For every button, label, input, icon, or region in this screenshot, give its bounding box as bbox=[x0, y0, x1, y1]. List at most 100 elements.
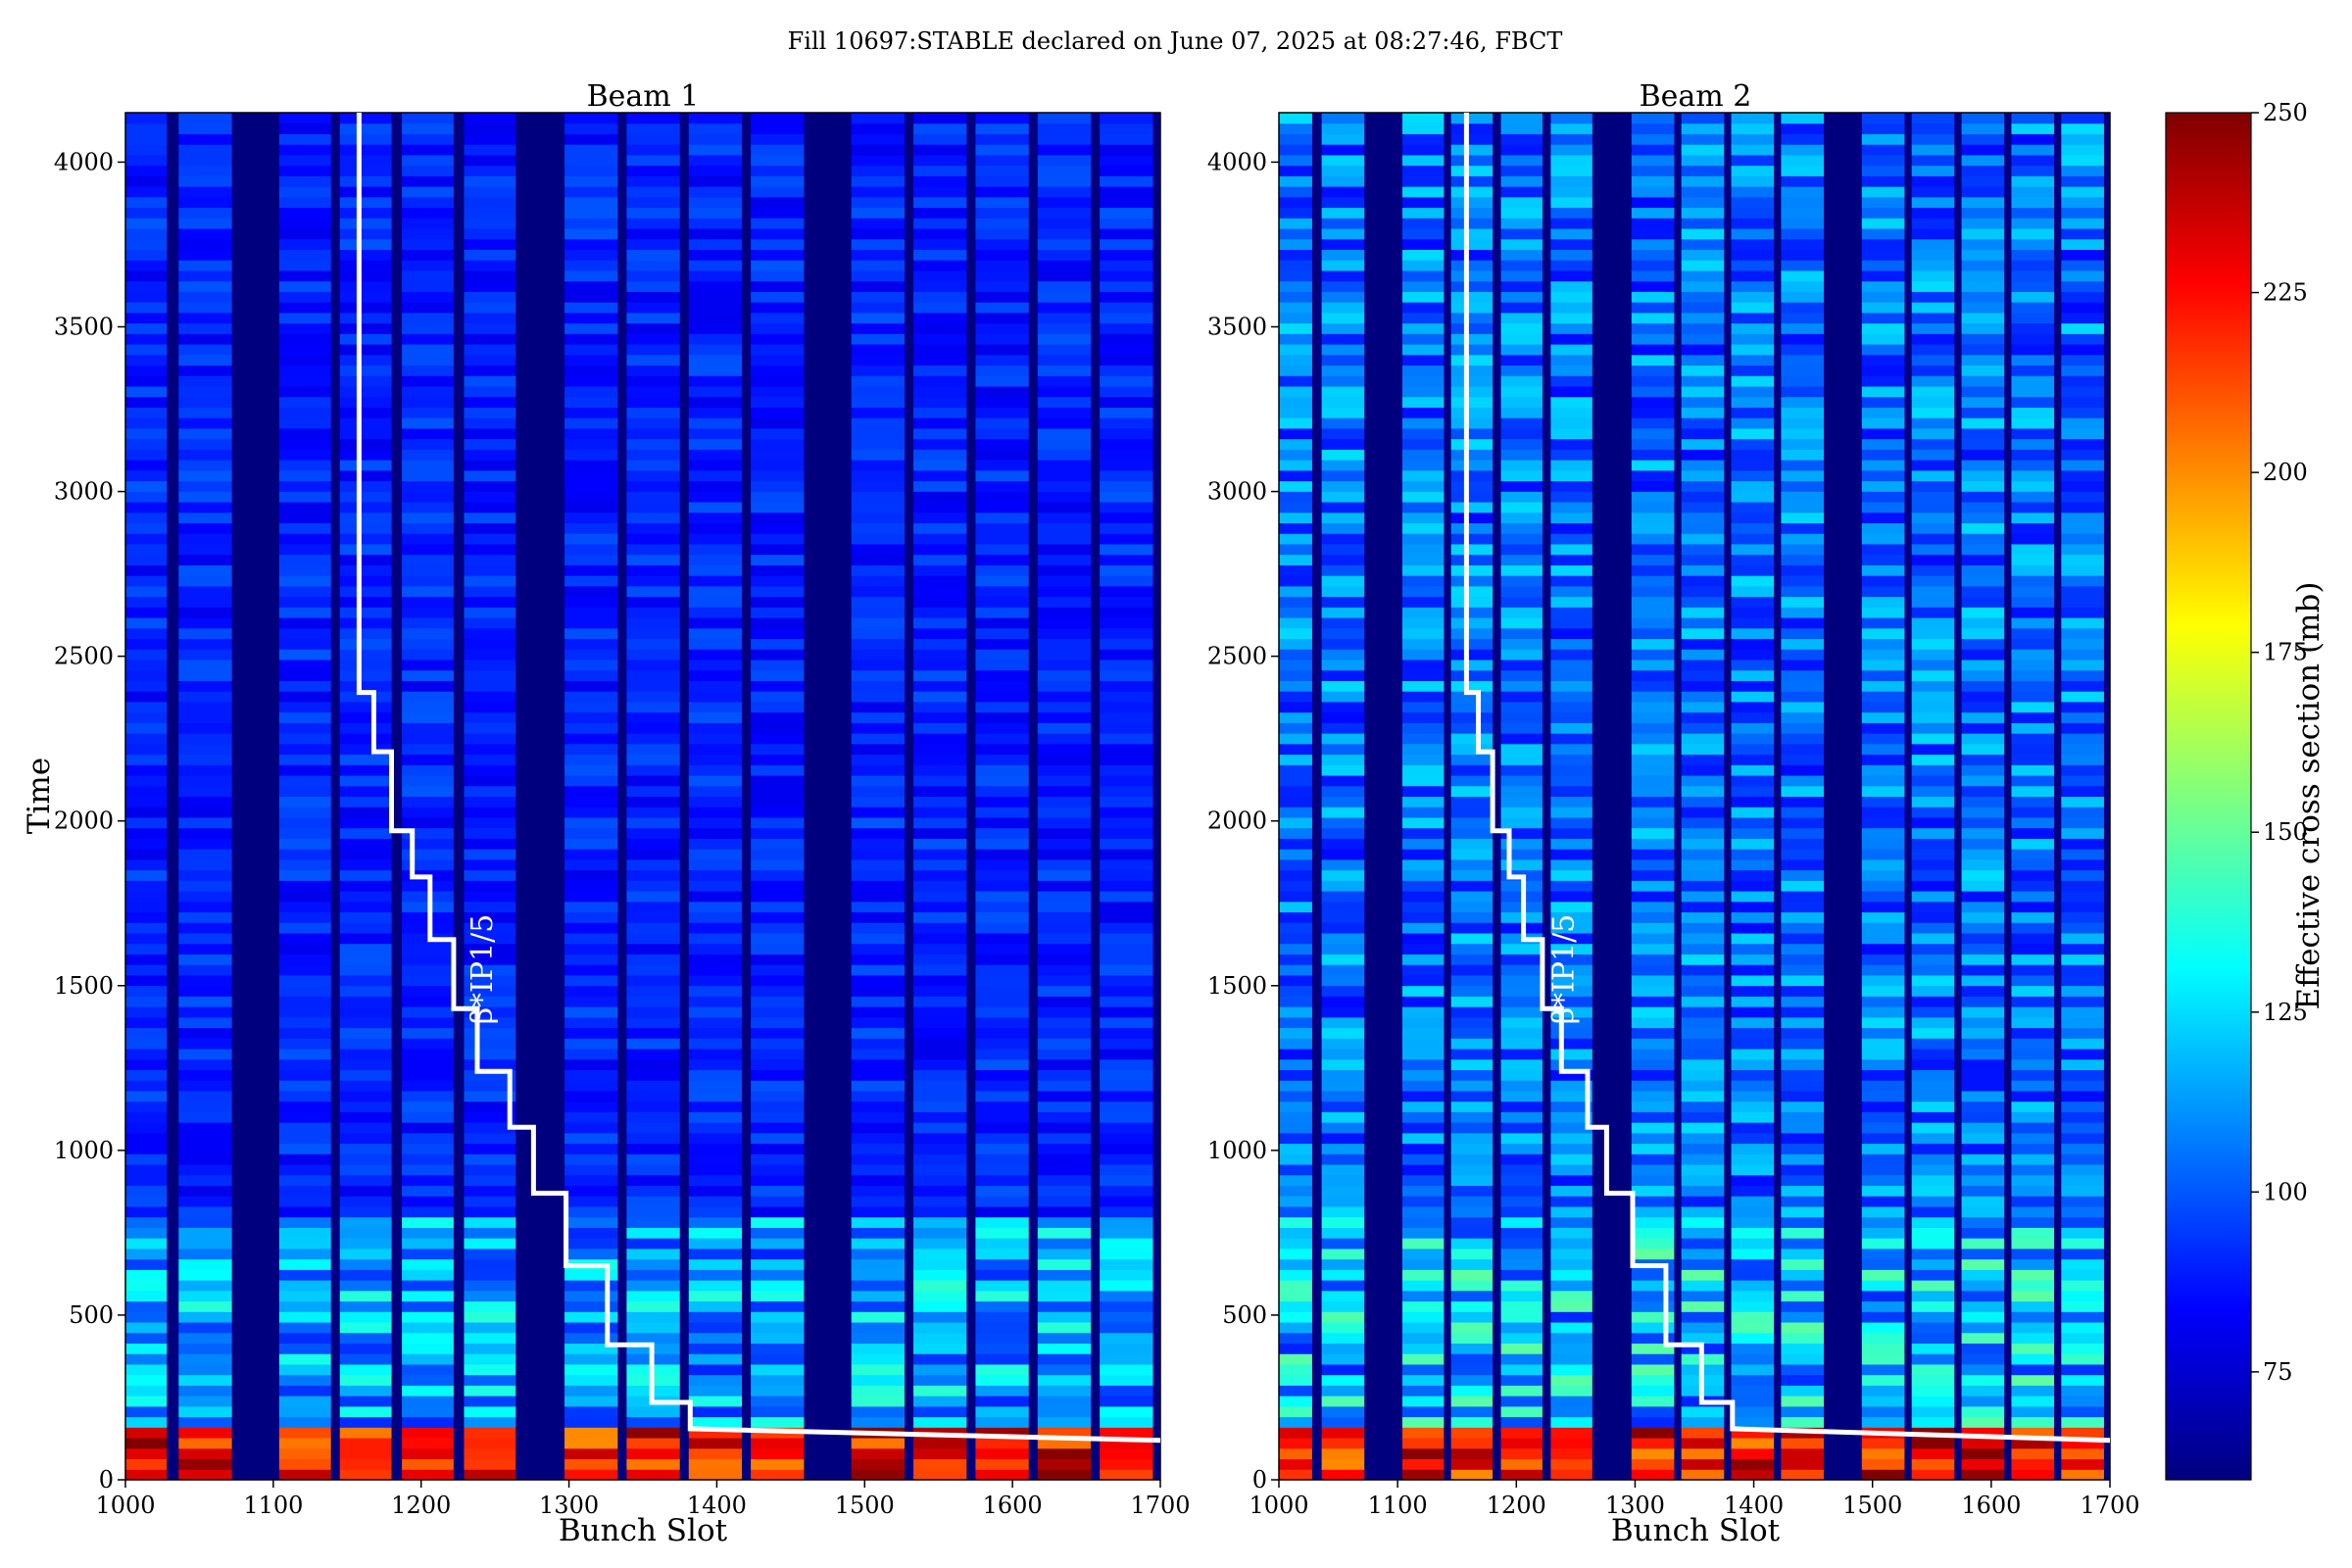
heatmap-cell bbox=[688, 1248, 743, 1260]
heatmap-cell bbox=[2061, 669, 2104, 681]
heatmap-cell bbox=[339, 849, 392, 860]
heatmap-cell bbox=[1279, 627, 1312, 640]
heatmap-cell bbox=[851, 512, 906, 523]
heatmap-cell bbox=[688, 743, 743, 756]
beam-1-x-axis-label: Bunch Slot bbox=[559, 1513, 728, 1548]
heatmap-cell bbox=[278, 1405, 331, 1418]
heatmap-cell bbox=[688, 407, 743, 418]
heatmap-cell bbox=[339, 807, 392, 818]
heatmap-cell bbox=[1631, 691, 1675, 703]
heatmap-cell bbox=[1731, 585, 1775, 598]
heatmap-cell bbox=[564, 260, 618, 271]
heatmap-cell bbox=[178, 1111, 232, 1123]
heatmap-cell bbox=[464, 1300, 516, 1312]
heatmap-cell bbox=[564, 838, 618, 850]
heatmap-cell bbox=[851, 1238, 906, 1250]
heatmap-cell bbox=[1961, 869, 2005, 881]
heatmap-cell bbox=[688, 554, 743, 565]
heatmap-cell bbox=[975, 1427, 1029, 1439]
heatmap-cell bbox=[1731, 207, 1775, 219]
heatmap-cell bbox=[751, 1080, 805, 1092]
heatmap-cell bbox=[2061, 491, 2104, 503]
heatmap-cell bbox=[975, 1069, 1029, 1081]
heatmap-cell bbox=[688, 396, 743, 408]
heatmap-cell bbox=[402, 1238, 454, 1250]
heatmap-cell bbox=[1321, 407, 1365, 418]
x-tick-label: 1600 bbox=[983, 1492, 1043, 1519]
heatmap-cell bbox=[1961, 533, 2005, 545]
heatmap-cell bbox=[1100, 322, 1153, 334]
heatmap-cell bbox=[339, 154, 392, 167]
heatmap-cell bbox=[1500, 838, 1543, 850]
heatmap-cell bbox=[2011, 1227, 2055, 1239]
heatmap-cell bbox=[688, 344, 743, 356]
heatmap-cell bbox=[1450, 1416, 1494, 1428]
heatmap-cell bbox=[1631, 1396, 1675, 1407]
heatmap-cell bbox=[1961, 322, 2005, 334]
heatmap-cell bbox=[751, 1343, 805, 1354]
heatmap-cell bbox=[339, 302, 392, 314]
heatmap-cell bbox=[1911, 122, 1955, 134]
bunch-train bbox=[1631, 113, 1675, 1481]
heatmap-cell bbox=[1279, 491, 1312, 503]
heatmap-cell bbox=[1681, 1143, 1725, 1154]
heatmap-cell bbox=[125, 974, 168, 987]
heatmap-cell bbox=[1321, 1038, 1365, 1050]
heatmap-cell bbox=[1961, 996, 2005, 1007]
heatmap-cell bbox=[178, 585, 232, 598]
heatmap-cell bbox=[464, 1290, 516, 1302]
heatmap-cell bbox=[1681, 322, 1725, 334]
heatmap-cell bbox=[1401, 596, 1445, 608]
heatmap-cell bbox=[1961, 291, 2005, 303]
heatmap-cell bbox=[1781, 1322, 1825, 1334]
heatmap-cell bbox=[125, 996, 168, 1007]
heatmap-cell bbox=[1861, 1353, 1905, 1365]
heatmap-cell bbox=[564, 669, 618, 681]
heatmap-cell bbox=[1731, 880, 1775, 892]
heatmap-cell bbox=[178, 627, 232, 640]
heatmap-cell bbox=[913, 1438, 967, 1449]
heatmap-cell bbox=[1100, 691, 1153, 703]
heatmap-cell bbox=[1631, 785, 1675, 797]
heatmap-cell bbox=[1631, 512, 1675, 523]
heatmap-cell bbox=[1037, 207, 1092, 219]
heatmap-cell bbox=[851, 469, 906, 482]
heatmap-cell bbox=[178, 775, 232, 787]
heatmap-cell bbox=[564, 858, 618, 871]
heatmap-cell bbox=[1731, 1174, 1775, 1187]
heatmap-cell bbox=[1681, 291, 1725, 303]
heatmap-cell bbox=[1681, 1058, 1725, 1070]
heatmap-cell bbox=[688, 375, 743, 387]
heatmap-cell bbox=[1961, 858, 2005, 871]
heatmap-cell bbox=[1861, 627, 1905, 640]
heatmap-cell bbox=[2061, 1332, 2104, 1344]
heatmap-cell bbox=[402, 638, 454, 650]
heatmap-cell bbox=[339, 575, 392, 587]
heatmap-cell bbox=[1781, 1311, 1825, 1323]
heatmap-cell bbox=[1861, 1038, 1905, 1050]
heatmap-cell bbox=[1861, 922, 1905, 934]
heatmap-cell bbox=[851, 869, 906, 881]
heatmap-cell bbox=[1550, 113, 1592, 124]
heatmap-cell bbox=[278, 1216, 331, 1228]
heatmap-cell bbox=[278, 1196, 331, 1207]
heatmap-cell bbox=[464, 660, 516, 671]
heatmap-cell bbox=[464, 438, 516, 450]
heatmap-cell bbox=[1631, 1427, 1675, 1439]
heatmap-cell bbox=[564, 880, 618, 892]
heatmap-cell bbox=[1631, 502, 1675, 514]
heatmap-cell bbox=[564, 807, 618, 818]
heatmap-cell bbox=[402, 249, 454, 261]
heatmap-cell bbox=[1961, 933, 2005, 945]
heatmap-cell bbox=[1401, 933, 1445, 945]
heatmap-cell bbox=[1321, 427, 1365, 440]
heatmap-cell bbox=[178, 1153, 232, 1165]
heatmap-cell bbox=[851, 1396, 906, 1407]
heatmap-cell bbox=[626, 122, 680, 134]
heatmap-cell bbox=[339, 228, 392, 240]
heatmap-cell bbox=[1401, 1322, 1445, 1334]
heatmap-cell bbox=[2061, 1090, 2104, 1102]
heatmap-cell bbox=[688, 796, 743, 808]
heatmap-cell bbox=[1550, 660, 1592, 671]
heatmap-cell bbox=[1861, 344, 1905, 356]
